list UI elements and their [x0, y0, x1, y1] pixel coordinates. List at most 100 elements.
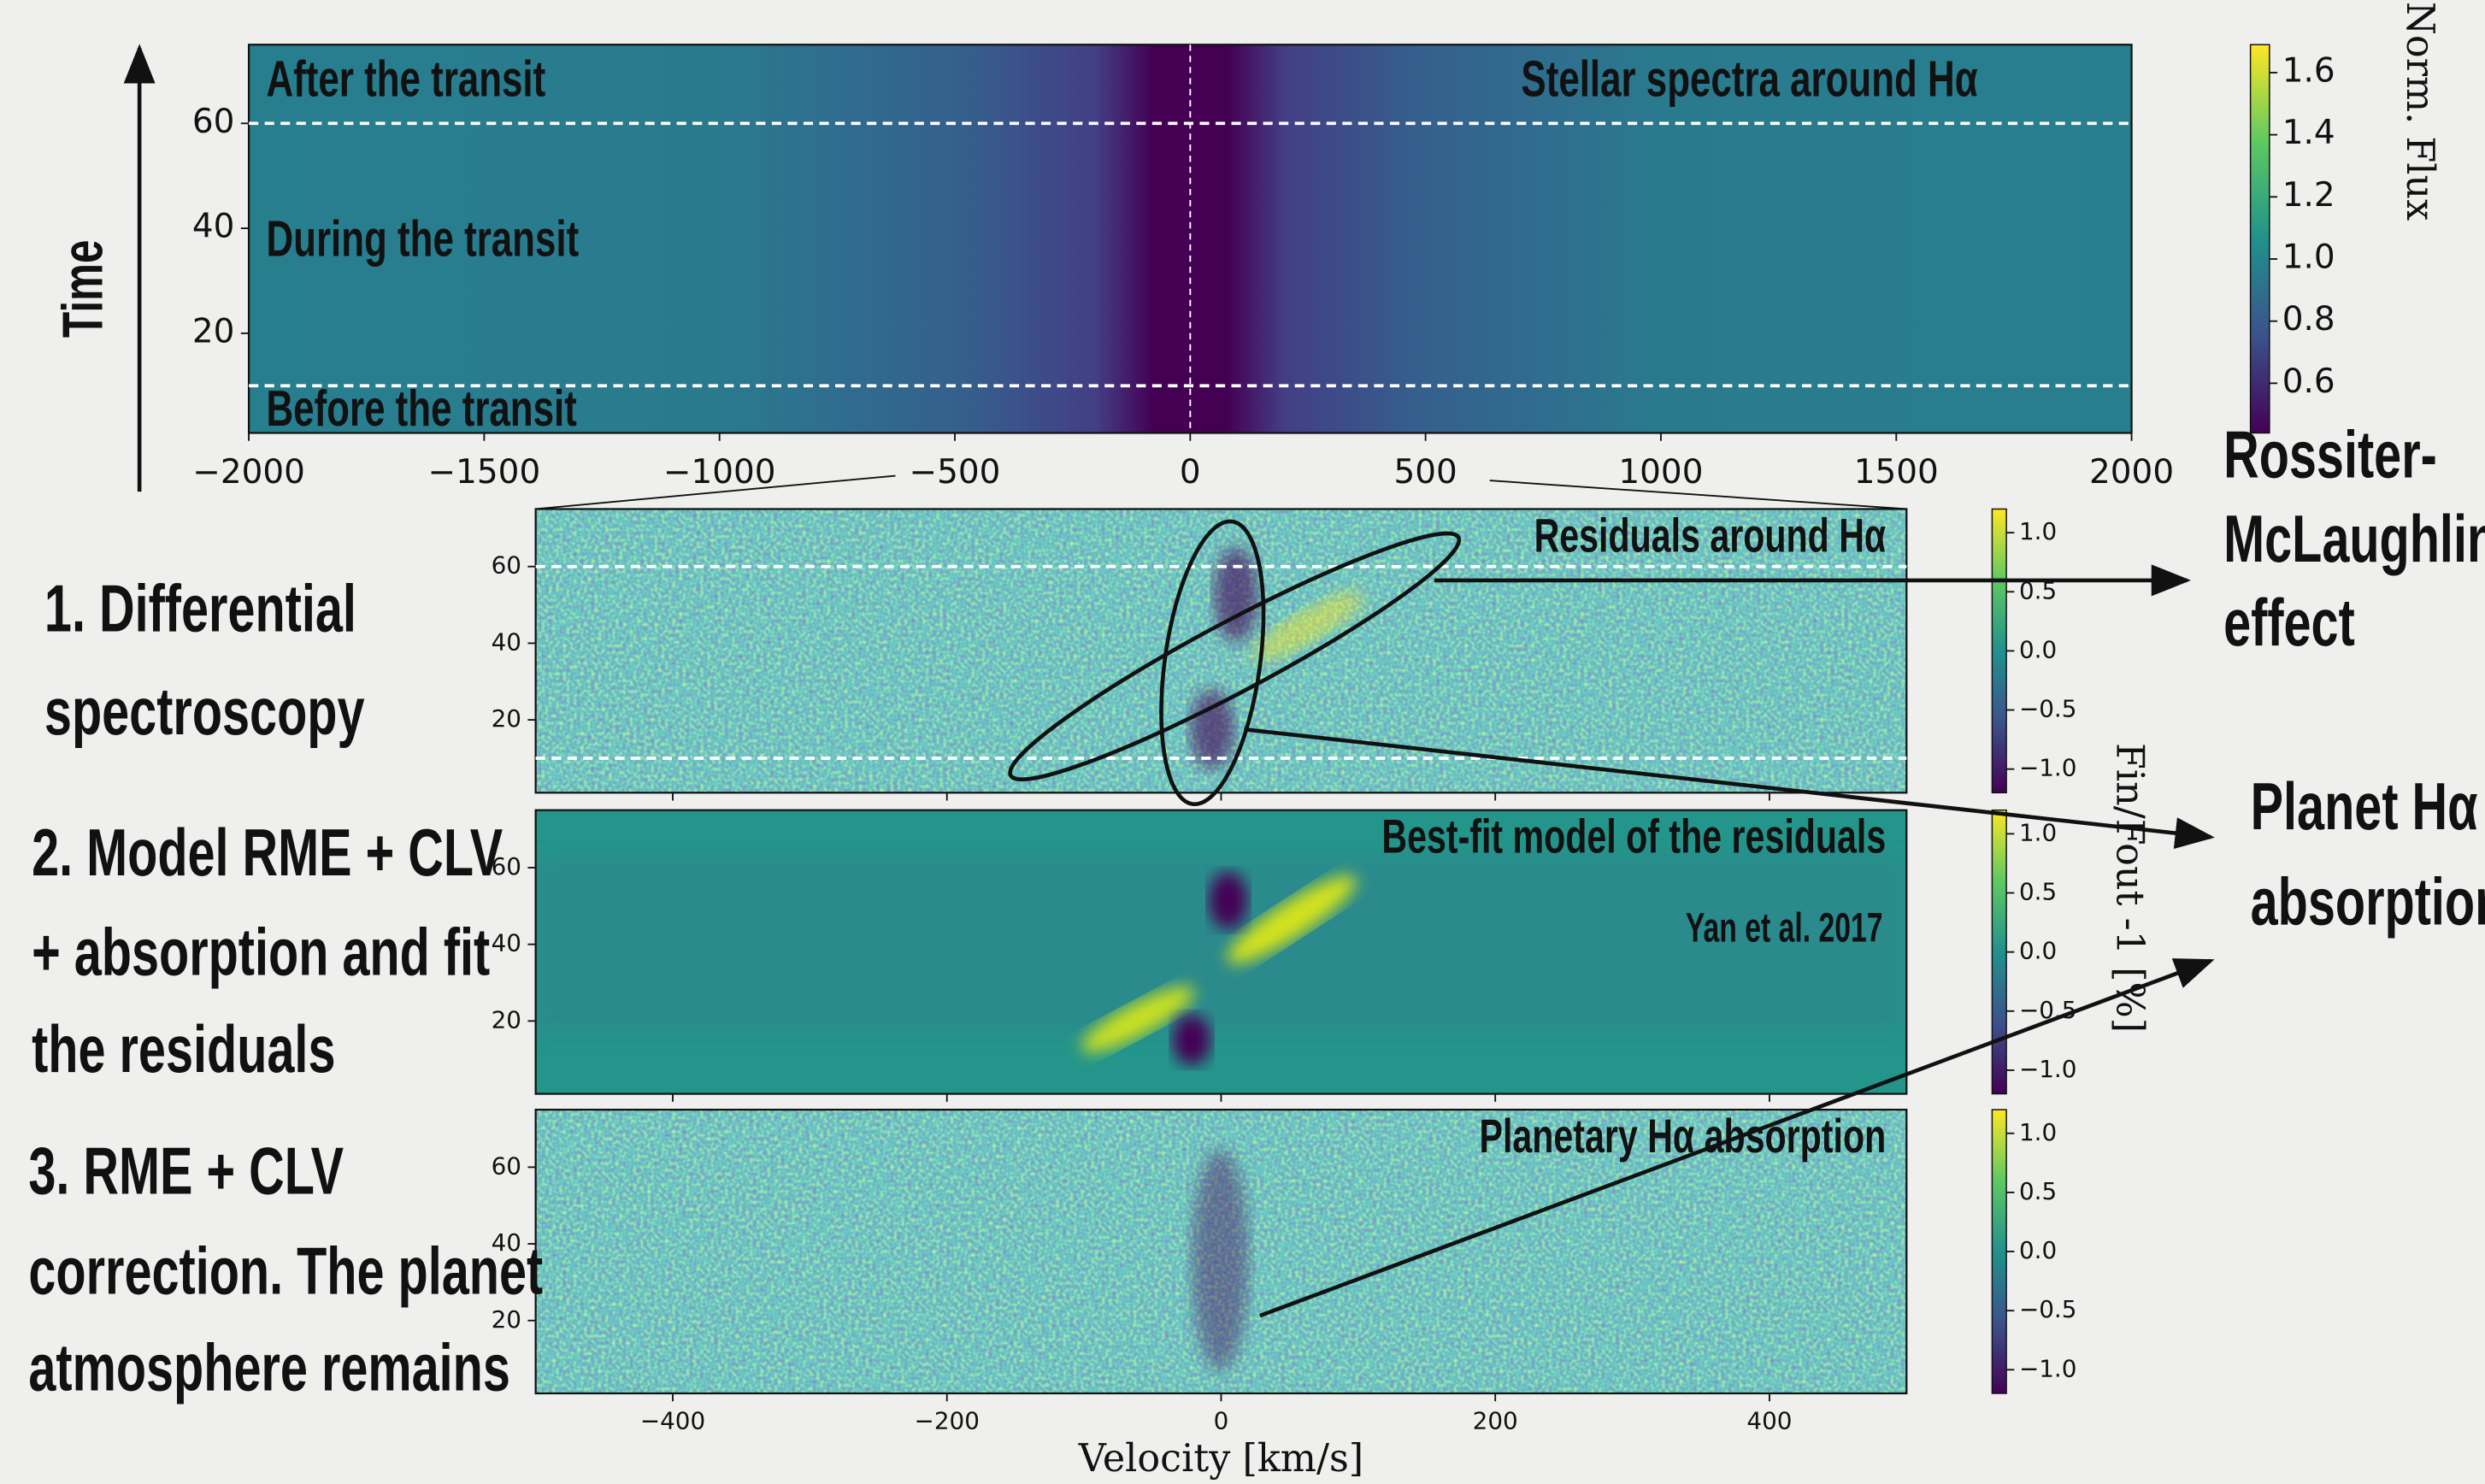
- plots: −2000 −1500 −1000 −500 0 500 1000 1500 200020406…: [28, 2, 2485, 1481]
- y-tick-label: 40: [492, 1228, 521, 1257]
- panel-annotation-group: Before the transit: [266, 381, 576, 438]
- x-tick-label: −2000: [192, 453, 305, 492]
- panel-title: Stellar spectra around Hα: [1521, 51, 1977, 108]
- step-text: the residuals: [32, 1011, 335, 1086]
- colorbar-tick-label: 0.8: [2282, 300, 2335, 339]
- heatmap: [535, 1110, 1907, 1393]
- colorbar-tick-label: −1.0: [2019, 754, 2077, 782]
- panel-annotation-group: After the transit: [266, 51, 545, 108]
- colorbar-tick-label: −0.5: [2019, 695, 2077, 723]
- model-blob: [1172, 1014, 1211, 1066]
- planet-ellipse: [1008, 531, 1462, 782]
- y-tick-label: 40: [192, 208, 235, 246]
- arrow: [1244, 727, 2215, 850]
- colorbar-label: Norm. Flux: [2398, 2, 2441, 221]
- callout-text-group: Planet Hα: [2251, 769, 2478, 845]
- y-tick-label: 20: [192, 312, 235, 350]
- callout-text-group: McLaughlin: [2223, 501, 2485, 576]
- x-tick-label: 400: [1746, 1406, 1792, 1434]
- colorbar: [2249, 44, 2270, 434]
- colorbar-tick-label: 1.0: [2282, 238, 2335, 276]
- callout-text: Planet Hα: [2251, 769, 2478, 845]
- x-tick-label: −1500: [428, 453, 541, 492]
- step-text: spectroscopy: [44, 674, 365, 749]
- step-text: 1. Differential: [44, 571, 356, 646]
- colorbar-tick-label: 1.6: [2282, 51, 2335, 90]
- x-axis-label: Velocity [km/s]: [1078, 1437, 1363, 1481]
- model-blob: [1209, 872, 1248, 929]
- step-text-group: atmosphere remains: [28, 1330, 510, 1405]
- zoom-line: [1489, 480, 1907, 510]
- model-blob: [1081, 986, 1195, 1052]
- callout-text-group: Rossiter-: [2223, 417, 2437, 492]
- step-text-group: 2. Model RME + CLV: [32, 815, 503, 890]
- callout-text-group: absorption: [2251, 864, 2485, 939]
- panel-title: Planetary Hα absorption: [1480, 1110, 1887, 1163]
- x-tick-label: 0: [1180, 453, 1201, 492]
- colorbar-tick-label: 0.0: [2019, 937, 2057, 965]
- step-text: + absorption and fit: [32, 915, 490, 990]
- step-text-group: correction. The planet: [28, 1234, 543, 1309]
- panel-annotation-group: Yan et al. 2017: [1686, 904, 1883, 950]
- colorbar: [1991, 1109, 2007, 1394]
- y-tick-label: 20: [492, 1005, 521, 1034]
- x-tick-label: 200: [1473, 1406, 1518, 1434]
- y-tick-label: 60: [492, 1151, 521, 1180]
- panel-title-group: Best-fit model of the residuals: [1381, 811, 1886, 863]
- step-text: correction. The planet: [28, 1234, 543, 1309]
- y-tick-label: 60: [492, 551, 521, 580]
- step-text-group: 1. Differential: [44, 571, 356, 646]
- colorbar-tick-label: 0.6: [2282, 362, 2335, 401]
- panel-title: Residuals around Hα: [1534, 510, 1887, 562]
- colorbar-tick-label: −0.5: [2019, 1295, 2077, 1323]
- step-text: atmosphere remains: [28, 1330, 510, 1405]
- y-tick-label: 60: [192, 103, 235, 141]
- panel-annotation: After the transit: [266, 51, 545, 108]
- colorbar-tick-label: 1.4: [2282, 114, 2335, 152]
- colorbar-tick-label: 0.5: [2019, 1177, 2057, 1205]
- y-axis-label-group: Time: [51, 240, 115, 338]
- zoom-line: [535, 474, 896, 510]
- y-axis-label: Time: [51, 240, 115, 338]
- arrow: [1259, 958, 2215, 1318]
- panel-annotation: During the transit: [266, 211, 579, 268]
- y-tick-label: 20: [492, 1305, 521, 1334]
- callout-text: absorption: [2251, 864, 2485, 939]
- panel-annotation: Yan et al. 2017: [1686, 904, 1883, 950]
- signal: [1192, 1149, 1249, 1372]
- signal: [1190, 689, 1235, 769]
- step-text-group: 3. RME + CLV: [28, 1134, 344, 1209]
- step-text: 3. RME + CLV: [28, 1134, 344, 1209]
- y-tick-label: 40: [492, 627, 521, 656]
- step-text-group: the residuals: [32, 1011, 335, 1086]
- panel-annotation: Before the transit: [266, 381, 576, 438]
- colorbar-tick-label: 0.0: [2019, 1236, 2057, 1264]
- colorbar-tick-label: 0.0: [2019, 635, 2057, 663]
- x-tick-label: −200: [915, 1406, 980, 1434]
- panel-title-group: Planetary Hα absorption: [1480, 1110, 1887, 1163]
- y-tick-label: 40: [492, 929, 521, 957]
- x-tick-label: 500: [1393, 453, 1457, 492]
- x-tick-label: 0: [1214, 1406, 1229, 1434]
- colorbar-tick-label: 0.5: [2019, 878, 2057, 906]
- x-tick-label: −1000: [663, 453, 776, 492]
- panel-title-group: Stellar spectra around Hα: [1521, 51, 1977, 108]
- y-tick-label: 60: [492, 852, 521, 880]
- x-tick-label: 1500: [1854, 453, 1939, 492]
- model-blob: [1227, 875, 1357, 964]
- colorbar: [1991, 809, 2007, 1095]
- colorbar-tick-label: 1.0: [2019, 818, 2057, 846]
- x-tick-label: 1000: [1618, 453, 1703, 492]
- colorbar-tick-label: −1.0: [2019, 1354, 2077, 1382]
- panel-annotation-group: During the transit: [266, 211, 579, 268]
- heatmap: [535, 509, 1907, 793]
- colorbar: [1991, 508, 2007, 794]
- step-text-group: + absorption and fit: [32, 915, 490, 990]
- step-text: 2. Model RME + CLV: [32, 815, 503, 890]
- x-tick-label: −400: [640, 1406, 705, 1434]
- colorbar-tick-label: 1.0: [2019, 1118, 2057, 1146]
- colorbar-tick-label: −1.0: [2019, 1055, 2077, 1083]
- y-tick-label: 20: [492, 704, 521, 733]
- callout-text: Rossiter-: [2223, 417, 2437, 492]
